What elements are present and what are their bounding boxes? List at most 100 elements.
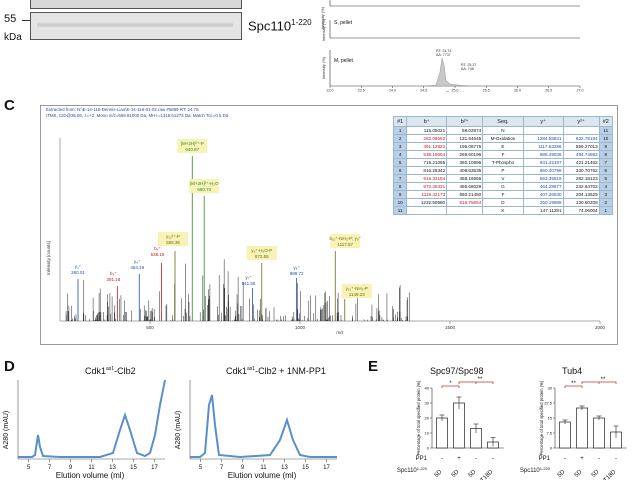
blot-marker-tick	[22, 20, 30, 21]
sig-label: **	[601, 377, 606, 383]
spc110-row-label: Spc1101-220	[397, 466, 428, 474]
fragment-table-header: #1 b⁺ b²⁺ Seq. y⁺ y²⁺ #2	[392, 116, 614, 127]
panel-letter-c: C	[4, 97, 15, 114]
sec-x-ticks-1: 5 7 9 11 13 15 17	[27, 459, 158, 471]
pp1-value: -	[441, 456, 443, 462]
sec-tick-label: 5	[199, 465, 203, 471]
bar-row-labels: PP1 Spc1101-220 PP1 Spc1101-220	[397, 456, 551, 474]
fragment-table-cell: F	[482, 150, 524, 159]
sig-label: **	[571, 381, 576, 387]
peak-label-box	[189, 179, 220, 193]
sec-plots: A280 (mAU) 5 7 9 11 13 15 17 Elution volume (m…	[3, 379, 337, 480]
fragment-table-row: 9 1119.42173 560.21450 F 407.26530 204.13629 3	[392, 190, 614, 199]
fragment-table-header-cell: b²⁺	[446, 116, 484, 127]
sec-tick-label: 17	[151, 465, 158, 471]
fragment-table-header-cell: b⁺	[406, 116, 448, 127]
fragment-table-cell: 11	[598, 126, 614, 135]
fragment-table-cell: 1	[598, 206, 614, 215]
chromatogram-tick-label: 24.0	[389, 89, 396, 93]
fragment-table-cell: E	[482, 142, 524, 151]
peak-label-ion: [M+2H]²⁺-P	[181, 141, 204, 146]
fragment-table-cell: 262.08562	[406, 134, 448, 143]
bar-y-tick-label: 0	[550, 446, 553, 451]
fragment-table-cell: 458.16956	[446, 174, 484, 183]
fragment-table-row: 4 538.19664 269.60196 F 988.49036 494.74882 8	[392, 150, 614, 159]
fragment-table-cell: T-Phospho	[482, 158, 524, 167]
spc110-value: 5D	[557, 469, 567, 479]
fragment-table-cell: 7	[598, 158, 614, 167]
bar-y-tick-label: 0	[427, 446, 430, 451]
peak-label-mz: 872.55	[255, 254, 269, 259]
spc110-value: 5D	[574, 469, 584, 479]
peak-label-mz: 260.01	[71, 270, 85, 275]
fragment-table-cell: 632.78184	[562, 134, 600, 143]
bar2-title: Tub4	[562, 366, 583, 376]
fragment-table-header-cell: y²⁺	[562, 116, 600, 127]
sec-tick-label: 13	[281, 465, 288, 471]
fragment-table-row: 2 262.08562 131.54645 M-Oxidation 1284.56841…	[392, 134, 614, 143]
fragment-table-row: 11 K 147.11281 74.06004 1	[392, 206, 614, 215]
fragment-table-cell: 408.63535	[446, 166, 484, 175]
sec-trace-1	[18, 379, 166, 458]
peak-label-mz: 640.87	[185, 147, 199, 152]
sec-y-label-1: A280 (mAU)	[3, 411, 10, 450]
fragment-table-cell: 196.06775	[446, 142, 484, 151]
bar	[453, 402, 465, 449]
bar-y-label: Percentage of total specified protein (%…	[539, 380, 544, 455]
bar-y-tick-label: 15	[548, 416, 553, 421]
pp1-value: -	[564, 456, 566, 462]
pp1-value: +	[457, 456, 461, 462]
spc110-row-label: Spc1101-220	[520, 466, 551, 474]
sec-tick-label: 11	[260, 465, 267, 471]
pp1-value: +	[580, 456, 584, 462]
sec-tick-label: 9	[241, 465, 245, 471]
spc110-value: T18D	[603, 469, 618, 480]
fragment-table-cell: 494.74882	[562, 150, 600, 159]
peak-label-box	[246, 246, 277, 260]
peak-label-ion: y₁₀⁺-NH₃-P	[346, 286, 368, 291]
fragment-table-cell: P	[482, 166, 524, 175]
fragment-table-cell: 10	[392, 198, 408, 207]
fragment-table-cell: 6	[598, 166, 614, 175]
fragment-table-row: 10 1232.50580 616.75654 D 260.19688 130.60208…	[392, 198, 614, 207]
bar-y-tick-label: 20	[425, 416, 430, 421]
fragment-table-cell: 4	[598, 182, 614, 191]
ms-spectrum: Intensity [counts] [M+2H]²⁺-P640.87[M+2H…	[46, 138, 606, 335]
bar-chart-1: Percentage of total specified protein (%…	[416, 377, 504, 480]
peak-annotation-1a: RT: 24.74	[436, 49, 451, 53]
panel-letter-d: D	[4, 358, 15, 375]
pp1-row-label: PP1	[539, 456, 551, 462]
sec-x-ticks-2: 5 7 9 11 13 15 17	[199, 459, 330, 471]
chromatogram-tick-label: 26.0	[514, 89, 521, 93]
bar	[436, 417, 448, 449]
sec-x-label-1: Elution volume (ml)	[56, 471, 125, 480]
fragment-table-cell: M-Oxidation	[482, 134, 524, 143]
peak-label-mz: 464.19	[130, 265, 144, 270]
peak-label-ion: y₄⁺	[134, 259, 141, 264]
plot2-title: Cdk1as1-Clb2 + 1NM-PP1	[226, 366, 326, 376]
fragment-table-cell: 3	[392, 142, 408, 151]
fragment-table-cell: 282.18123	[562, 174, 600, 183]
fragment-table-cell	[562, 126, 600, 135]
sec-x-label-2: Elution volume (ml)	[228, 471, 297, 480]
peak-label-ion: y₇⁺	[245, 275, 252, 280]
fragment-table-cell: 3	[598, 190, 614, 199]
fragment-table-row: 6 816.26342 408.63535 P 660.40798 330.70762 6	[392, 166, 614, 175]
fragment-table-cell: 204.13629	[562, 190, 600, 199]
fragment-table-cell: 11	[392, 206, 408, 215]
spectrum-header-2: ITMS, CID@35.00, z=+2, Mono m/z=659.8100…	[46, 113, 229, 118]
sig-label: **	[478, 377, 483, 383]
fragment-table-cell: V	[482, 174, 524, 183]
peak-label-ion: y₆⁺-H₂O-P	[251, 248, 272, 253]
fragment-table-row: 3 391.12822 196.06775 E 1117.53286 559.27013 9	[392, 142, 614, 151]
fragment-table-cell: 1119.42173	[406, 190, 448, 199]
spc110-value: 5D	[591, 469, 601, 479]
plot1-title: Cdk1as1-Clb2	[85, 366, 136, 376]
fragment-table-header-cell: #2	[598, 116, 614, 127]
peak-annotation-2b: AA: 748	[461, 67, 474, 71]
chromatogram-x-label: Time (min)	[446, 91, 465, 92]
spectrum-tick-label: 500	[146, 325, 154, 330]
fragment-table-cell: 988.49036	[522, 150, 564, 159]
sec-y-label-2: A280 (mAU)	[175, 411, 182, 450]
peak-label-mz: 841.55	[242, 281, 256, 286]
